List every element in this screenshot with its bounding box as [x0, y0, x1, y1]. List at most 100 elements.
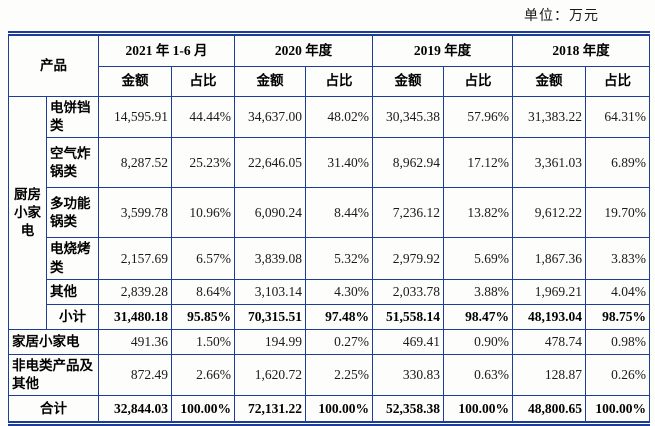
row-label-non-electric: 非电类产品及其他 — [8, 353, 99, 397]
cell-value: 48,800.65 — [512, 395, 586, 425]
table-row: 电烧烤类 2,157.69 6.57% 3,839.08 5.32% 2,979… — [9, 237, 650, 280]
period-header-2020: 2020 年度 — [234, 33, 373, 67]
col-header-ratio: 占比 — [171, 66, 235, 97]
cell-value: 52,358.38 — [372, 395, 444, 425]
cell-value: 57.96% — [443, 95, 513, 139]
col-header-amount: 金额 — [372, 66, 444, 97]
cell-value: 9,612.22 — [512, 187, 586, 239]
cell-value: 3,361.03 — [512, 137, 586, 189]
col-header-amount: 金额 — [234, 66, 306, 97]
cell-value: 0.27% — [305, 328, 373, 355]
cell-value: 100.00% — [585, 395, 650, 425]
cell-value: 48.02% — [305, 95, 373, 139]
subtotal-row: 小计 31,480.18 95.85% 70,315.51 97.48% 51,… — [9, 303, 650, 330]
cell-value: 32,844.03 — [98, 395, 172, 425]
cell-value: 478.74 — [512, 328, 586, 355]
cell-value: 3,839.08 — [234, 237, 306, 280]
cell-value: 95.85% — [171, 303, 235, 330]
cell-value: 8,962.94 — [372, 137, 444, 189]
cell-value: 3.88% — [443, 278, 513, 305]
cell-value: 194.99 — [234, 328, 306, 355]
cell-value: 1,867.36 — [512, 237, 586, 280]
cell-value: 5.32% — [305, 237, 373, 280]
cell-value: 6,090.24 — [234, 187, 306, 239]
cell-value: 0.98% — [585, 328, 650, 355]
cell-value: 6.89% — [585, 137, 650, 189]
table-row: 其他 2,839.28 8.64% 3,103.14 4.30% 2,033.7… — [9, 278, 650, 305]
cell-value: 31.40% — [305, 137, 373, 189]
total-row: 合计 32,844.03 100.00% 72,131.22 100.00% 5… — [8, 395, 650, 425]
cell-value: 17.12% — [443, 137, 513, 189]
cell-value: 5.69% — [443, 237, 513, 280]
col-header-ratio: 占比 — [305, 66, 373, 97]
row-label: 其他 — [46, 278, 99, 305]
cell-value: 34,637.00 — [234, 95, 306, 139]
unit-label: 单位：万元 — [524, 9, 599, 24]
cell-value: 48,193.04 — [512, 303, 586, 330]
cell-value: 8,287.52 — [98, 137, 172, 189]
cell-value: 2,157.69 — [98, 237, 172, 280]
table-row: 家居小家电 491.36 1.50% 194.99 0.27% 469.41 0… — [8, 328, 650, 355]
table-row: 多功能锅类 3,599.78 10.96% 6,090.24 8.44% 7,2… — [9, 187, 650, 239]
cell-value: 2,839.28 — [98, 278, 172, 305]
row-label-subtotal: 小计 — [46, 303, 99, 330]
cell-value: 100.00% — [305, 395, 373, 425]
cell-value: 7,236.12 — [372, 187, 444, 239]
cell-value: 25.23% — [171, 137, 235, 189]
cell-value: 19.70% — [585, 187, 650, 239]
cell-value: 0.26% — [585, 353, 650, 397]
cell-value: 469.41 — [372, 328, 444, 355]
cell-value: 70,315.51 — [234, 303, 306, 330]
col-header-ratio: 占比 — [443, 66, 513, 97]
cell-value: 330.83 — [372, 353, 444, 397]
col-header-amount: 金额 — [98, 66, 172, 97]
cell-value: 1.50% — [171, 328, 235, 355]
row-label: 多功能锅类 — [46, 187, 99, 239]
cell-value: 4.30% — [305, 278, 373, 305]
cell-value: 128.87 — [512, 353, 586, 397]
cell-value: 3.83% — [585, 237, 650, 280]
table-row: 非电类产品及其他 872.49 2.66% 1,620.72 2.25% 330… — [8, 353, 650, 397]
cell-value: 2,033.78 — [372, 278, 444, 305]
cell-value: 3,103.14 — [234, 278, 306, 305]
cell-value: 8.64% — [171, 278, 235, 305]
period-header-2021: 2021 年 1-6 月 — [98, 33, 235, 67]
cell-value: 1,620.72 — [234, 353, 306, 397]
cell-value: 10.96% — [171, 187, 235, 239]
cell-value: 98.47% — [443, 303, 513, 330]
row-label: 空气炸锅类 — [46, 137, 99, 189]
row-label-total: 合计 — [8, 395, 99, 425]
cell-value: 100.00% — [443, 395, 513, 425]
table-row: 空气炸锅类 8,287.52 25.23% 22,646.05 31.40% 8… — [9, 137, 650, 189]
cell-value: 30,345.38 — [372, 95, 444, 139]
corner-header-product: 产品 — [8, 33, 99, 97]
cell-value: 14,595.91 — [98, 95, 172, 139]
cell-value: 22,646.05 — [234, 137, 306, 189]
cell-value: 98.75% — [585, 303, 650, 330]
cell-value: 64.31% — [585, 95, 650, 139]
row-label: 电烧烤类 — [46, 237, 99, 280]
group-label-kitchen-appliances: 厨房小家电 — [8, 96, 47, 330]
cell-value: 872.49 — [98, 353, 172, 397]
cell-value: 2.66% — [171, 353, 235, 397]
cell-value: 0.63% — [443, 353, 513, 397]
cell-value: 8.44% — [305, 187, 373, 239]
col-header-ratio: 占比 — [585, 66, 650, 97]
cell-value: 2,979.92 — [372, 237, 444, 280]
cell-value: 1,969.21 — [512, 278, 586, 305]
row-label-household-appliances: 家居小家电 — [8, 328, 99, 355]
cell-value: 44.44% — [171, 95, 235, 139]
cell-value: 72,131.22 — [234, 395, 306, 425]
product-revenue-table: 产品 2021 年 1-6 月 2020 年度 2019 年度 2018 年度 … — [8, 31, 650, 426]
cell-value: 0.90% — [443, 328, 513, 355]
cell-value: 2.25% — [305, 353, 373, 397]
cell-value: 31,383.22 — [512, 95, 586, 139]
cell-value: 13.82% — [443, 187, 513, 239]
cell-value: 4.04% — [585, 278, 650, 305]
col-header-amount: 金额 — [512, 66, 586, 97]
cell-value: 3,599.78 — [98, 187, 172, 239]
period-header-2018: 2018 年度 — [512, 33, 650, 67]
table-row: 厨房小家电 电饼铛类 14,595.91 44.44% 34,637.00 48… — [8, 95, 650, 330]
cell-value: 97.48% — [305, 303, 373, 330]
cell-value: 491.36 — [98, 328, 172, 355]
